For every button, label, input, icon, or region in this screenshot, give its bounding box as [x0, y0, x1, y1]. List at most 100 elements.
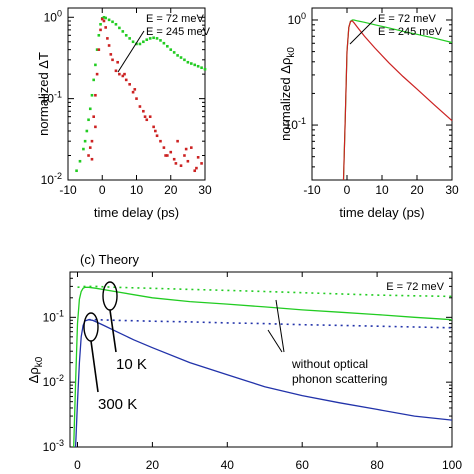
x-tick-label: 80	[370, 458, 384, 472]
data-point	[196, 156, 200, 159]
data-point	[179, 56, 183, 59]
legend-entry: E = 245 meV	[146, 26, 211, 38]
data-point	[174, 162, 178, 165]
x-tick-label: 60	[296, 458, 310, 472]
data-point	[145, 38, 149, 42]
data-point	[196, 64, 200, 68]
y-axis-label: normalized Δρk0	[278, 47, 297, 141]
data-point	[179, 164, 183, 167]
data-point	[184, 147, 188, 151]
x-tick-label: 100	[442, 458, 462, 472]
data-point	[203, 67, 207, 71]
data-point	[78, 159, 82, 163]
data-point	[92, 78, 95, 82]
data-point	[121, 74, 125, 78]
data-point	[193, 169, 197, 173]
data-point	[162, 41, 166, 45]
data-point	[88, 107, 92, 111]
x-tick-label: 10	[130, 183, 144, 197]
data-point	[176, 139, 179, 143]
x-tick-label: 30	[198, 183, 212, 197]
data-point	[118, 72, 121, 76]
series-line	[73, 286, 453, 448]
data-point	[155, 37, 159, 40]
data-point	[200, 162, 203, 165]
data-point	[88, 146, 92, 149]
data-point	[152, 125, 155, 129]
data-point	[83, 139, 87, 143]
data-point	[169, 48, 173, 51]
data-point	[107, 44, 111, 47]
y-tick-label: 100	[44, 8, 62, 24]
annotation-pointer	[109, 309, 117, 353]
x-axis-label: time delay (ps)	[94, 205, 179, 220]
x-tick-label: 20	[410, 183, 424, 197]
x-tick-label: 0	[344, 183, 351, 197]
x-tick-label: 40	[221, 458, 235, 472]
data-point	[193, 63, 197, 67]
data-point	[111, 20, 114, 24]
data-point	[133, 88, 137, 91]
data-point	[106, 37, 109, 40]
data-point	[145, 118, 149, 122]
data-point	[172, 157, 176, 161]
legend-pointer	[117, 30, 145, 73]
y-tick-label: 10-2	[41, 171, 62, 187]
data-point	[142, 109, 145, 113]
data-point	[94, 93, 97, 97]
data-point	[95, 72, 99, 76]
y-tick-label: 10-1	[43, 308, 64, 324]
data-point	[159, 139, 162, 143]
annotation-pointer	[275, 299, 285, 353]
data-point	[100, 17, 104, 21]
data-point	[183, 58, 186, 62]
data-point	[148, 37, 152, 40]
x-axis-label: time delay (ps)	[339, 205, 424, 220]
data-point	[143, 115, 147, 118]
x-tick-label: 10	[375, 183, 389, 197]
annotation-300k: 300 K	[98, 396, 137, 413]
data-point	[148, 115, 152, 118]
x-tick-label: 0	[74, 458, 81, 472]
data-point	[92, 115, 95, 118]
annotation-pointer	[267, 329, 283, 353]
data-point	[172, 51, 176, 54]
data-point	[142, 40, 145, 44]
annotation-text: phonon scattering	[292, 372, 387, 386]
data-point	[138, 42, 142, 46]
data-point	[128, 37, 131, 40]
data-point	[123, 72, 126, 76]
y-tick-label: 10-3	[43, 438, 64, 454]
data-point	[114, 69, 118, 73]
data-point	[135, 97, 138, 100]
panel-c: 10-1 10-2 10-3 0 20 40 60 80 100 (c) Theory Δρk0 E …	[26, 252, 462, 472]
data-point	[166, 154, 169, 157]
panel-title: (c) Theory	[80, 252, 139, 267]
data-point	[97, 48, 101, 51]
data-point	[195, 166, 198, 170]
series-line	[342, 19, 453, 181]
dotted-series-line	[77, 285, 453, 298]
legend-pointer	[349, 17, 377, 45]
legend-entry: E = 245 meV	[378, 26, 443, 38]
data-point	[164, 154, 167, 157]
data-point	[186, 60, 190, 64]
data-point	[87, 154, 90, 157]
data-point	[104, 26, 107, 29]
legend-entry: E = 72 meV	[146, 13, 204, 25]
legend-entry: E = 72 meV	[386, 281, 444, 293]
data-point	[97, 34, 101, 37]
data-point	[99, 28, 102, 32]
annotation-text: without optical	[291, 357, 368, 371]
data-point	[155, 134, 159, 138]
annotation-ellipse	[102, 281, 118, 311]
data-point	[162, 146, 166, 149]
data-point	[118, 26, 121, 30]
legend-entry: E = 72 meV	[378, 13, 436, 25]
data-point	[87, 118, 90, 122]
data-point	[190, 62, 193, 65]
data-point	[128, 83, 131, 86]
data-point	[169, 150, 173, 154]
x-tick-label: 20	[164, 183, 178, 197]
